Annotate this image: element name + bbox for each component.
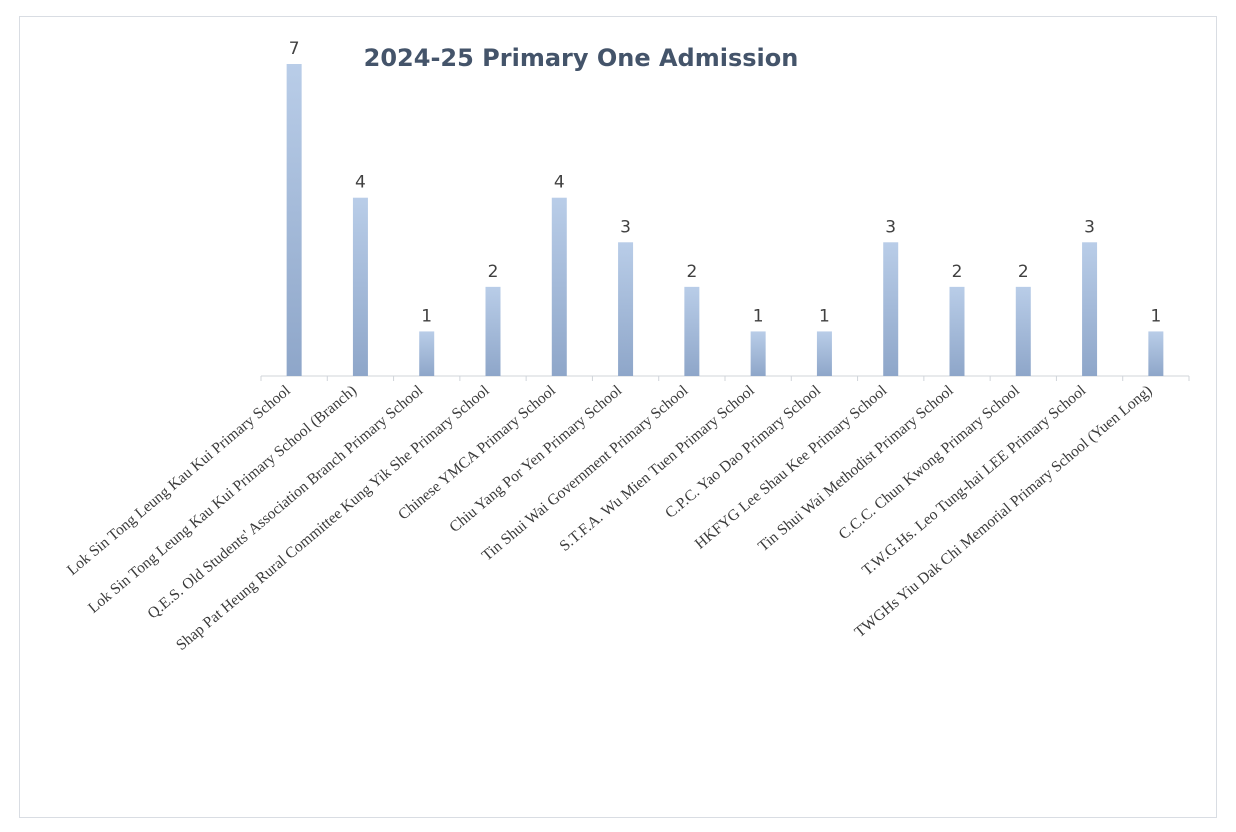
category-label: TWGHs Yiu Dak Chi Memorial Primary Schoo… [851, 382, 1155, 641]
bar [750, 331, 766, 376]
data-label: 2 [952, 262, 963, 282]
bar [419, 331, 435, 376]
data-label: 1 [421, 306, 432, 326]
data-label: 4 [554, 173, 565, 193]
bar [485, 286, 501, 376]
bar [352, 197, 368, 376]
bar [618, 242, 634, 376]
data-label: 4 [355, 173, 366, 193]
data-label: 3 [885, 217, 896, 237]
bar [816, 331, 832, 376]
bar [949, 286, 965, 376]
bar [684, 286, 700, 376]
bar [883, 242, 899, 376]
data-label: 1 [753, 306, 764, 326]
bar [551, 197, 567, 376]
category-label: Q.E.S. Old Students' Association Branch … [144, 382, 426, 622]
bar [286, 64, 302, 376]
chart-frame [19, 16, 1217, 818]
chart-title: 2024-25 Primary One Admission [364, 44, 799, 72]
data-label: 1 [819, 306, 830, 326]
bar [1082, 242, 1098, 376]
data-label: 3 [620, 217, 631, 237]
bar [1015, 286, 1031, 376]
data-label: 3 [1084, 217, 1095, 237]
data-label: 2 [1018, 262, 1029, 282]
category-label: Lok Sin Tong Leung Kau Kui Primary Schoo… [85, 382, 360, 617]
data-label: 2 [686, 262, 697, 282]
bar [1148, 331, 1164, 376]
data-label: 1 [1150, 306, 1161, 326]
category-label: Lok Sin Tong Leung Kau Kui Primary Schoo… [64, 382, 294, 579]
data-label: 2 [488, 262, 499, 282]
category-label: Shap Pat Heung Rural Committee Kung Yik … [173, 382, 493, 654]
plot-area: 7 Lok Sin Tong Leung Kau Kui Primary Scho… [64, 39, 1190, 654]
data-label: 7 [289, 39, 300, 59]
